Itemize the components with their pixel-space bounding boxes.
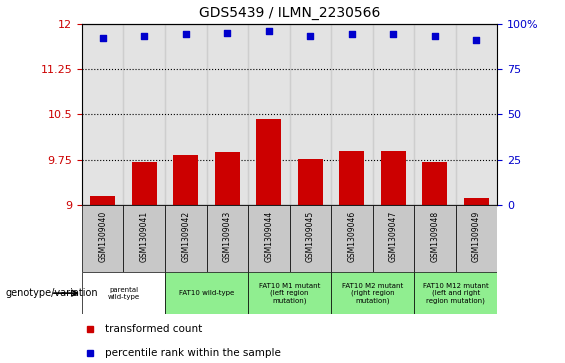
Point [347, 32, 357, 37]
Text: GSM1309042: GSM1309042 [181, 211, 190, 262]
Bar [215, 152, 240, 205]
Point [140, 33, 149, 39]
Point [431, 33, 440, 39]
Text: FAT10 wild-type: FAT10 wild-type [179, 290, 234, 296]
Bar [165, 24, 207, 205]
Bar [455, 24, 497, 205]
Point [181, 32, 190, 37]
Bar [82, 205, 123, 272]
Bar [248, 272, 331, 314]
Bar [257, 119, 281, 205]
Text: FAT10 M2 mutant
(right region
mutation): FAT10 M2 mutant (right region mutation) [342, 283, 403, 303]
Point [98, 35, 107, 41]
Bar [132, 162, 157, 205]
Point [389, 32, 398, 37]
Bar [414, 24, 455, 205]
Bar [373, 24, 414, 205]
Bar [381, 151, 406, 205]
Title: GDS5439 / ILMN_2230566: GDS5439 / ILMN_2230566 [199, 6, 380, 20]
Text: transformed count: transformed count [105, 324, 202, 334]
Bar [248, 24, 289, 205]
Text: GSM1309045: GSM1309045 [306, 211, 315, 262]
Bar [165, 272, 248, 314]
Text: FAT10 M12 mutant
(left and right
region mutation): FAT10 M12 mutant (left and right region … [423, 283, 489, 303]
Text: parental
wild-type: parental wild-type [107, 287, 140, 299]
Bar [82, 24, 123, 205]
Bar [207, 24, 248, 205]
Bar [90, 196, 115, 205]
Text: GSM1309047: GSM1309047 [389, 211, 398, 262]
Point [223, 30, 232, 36]
Bar [331, 272, 414, 314]
Text: GSM1309046: GSM1309046 [347, 211, 357, 262]
Text: FAT10 M1 mutant
(left region
mutation): FAT10 M1 mutant (left region mutation) [259, 283, 320, 303]
Bar [207, 205, 248, 272]
Bar [165, 205, 207, 272]
Bar [414, 272, 497, 314]
Bar [455, 205, 497, 272]
Text: GSM1309040: GSM1309040 [98, 211, 107, 262]
Text: percentile rank within the sample: percentile rank within the sample [105, 348, 281, 358]
Point [306, 33, 315, 39]
Text: GSM1309041: GSM1309041 [140, 211, 149, 262]
Bar [123, 205, 165, 272]
Bar [423, 162, 447, 205]
Text: genotype/variation: genotype/variation [6, 288, 98, 298]
Bar [331, 24, 373, 205]
Bar [298, 159, 323, 205]
Bar [331, 205, 373, 272]
Bar [248, 205, 289, 272]
Bar [340, 151, 364, 205]
Bar [464, 198, 489, 205]
Bar [414, 205, 455, 272]
Bar [82, 272, 165, 314]
Text: GSM1309044: GSM1309044 [264, 211, 273, 262]
Bar [373, 205, 414, 272]
Text: GSM1309048: GSM1309048 [431, 211, 440, 262]
Text: GSM1309049: GSM1309049 [472, 211, 481, 262]
Point [264, 28, 273, 34]
Point [472, 37, 481, 43]
Bar [173, 155, 198, 205]
Bar [289, 205, 331, 272]
Bar [289, 24, 331, 205]
Text: GSM1309043: GSM1309043 [223, 211, 232, 262]
Bar [123, 24, 165, 205]
